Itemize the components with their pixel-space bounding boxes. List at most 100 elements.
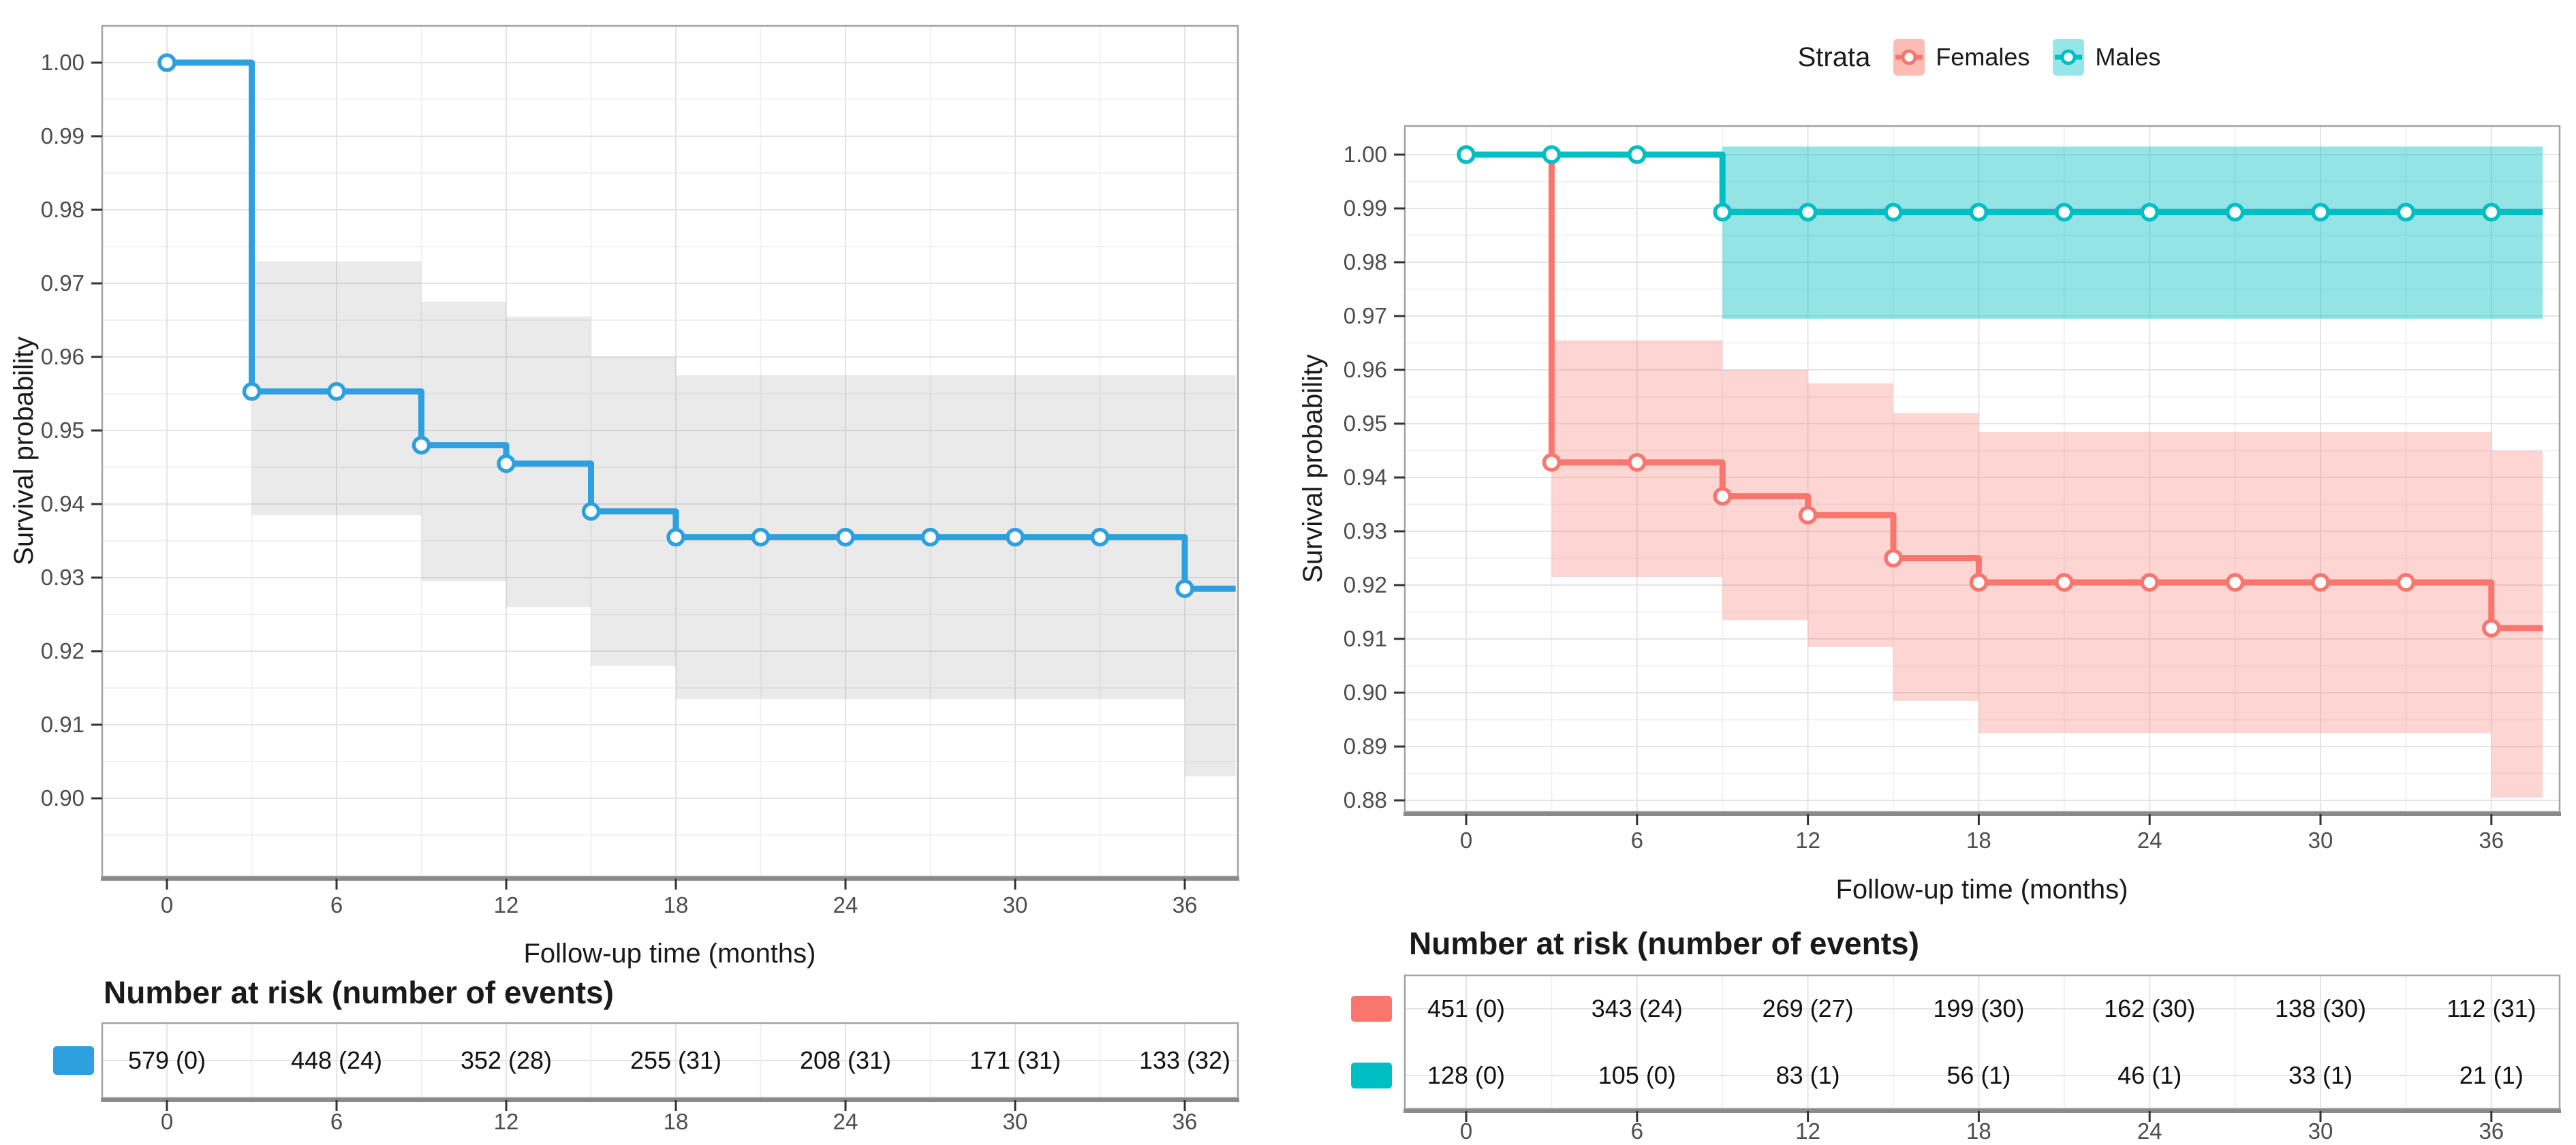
km-curve-males xyxy=(1466,151,2543,216)
right-y-axis-title: Survival probability xyxy=(1298,354,1328,583)
axes: 0 6 12 18 24 30 36 1.00 0.99 0.98 0.97 0.96 0.95 0.94… xyxy=(1344,142,2504,853)
risk-table-right: 451 (0) 343 (24) 269 (27) 199 (30) 162 (30) 1… xyxy=(1351,974,2561,1144)
tick-label: 0.96 xyxy=(41,344,84,369)
tick-label: 30 xyxy=(2308,828,2333,853)
tick-label: 24 xyxy=(833,892,858,917)
tick-label: 36 xyxy=(2479,1118,2504,1144)
tick-label: 46 (1) xyxy=(2117,1061,2182,1089)
plot-area xyxy=(157,53,1236,777)
tick-label: 105 (0) xyxy=(1598,1061,1676,1089)
tick-label: 448 (24) xyxy=(291,1046,382,1074)
tick-label: 112 (31) xyxy=(2447,994,2536,1022)
tick-label: 451 (0) xyxy=(1427,994,1505,1022)
gridlines xyxy=(102,26,1238,877)
tick-label: 18 xyxy=(1966,828,1991,853)
tick-label: 0.93 xyxy=(1344,518,1387,544)
legend-label-males: Males xyxy=(2095,43,2161,71)
risk-row-males: 128 (0) 105 (0) 83 (1) 56 (1) 46 (1) 33 (1) 21… xyxy=(1427,1061,2524,1089)
km-plot-right: 0 6 12 18 24 30 36 1.00 0.99 0.98 0.97 0.96 0.95 0.94… xyxy=(1344,125,2561,1144)
risk-row-swatch-males xyxy=(1351,1063,1392,1088)
tick-label: 0.90 xyxy=(1344,680,1387,705)
tick-label: 1.00 xyxy=(1344,142,1387,167)
tick-label: 18 xyxy=(664,892,689,917)
censor-markers-overall xyxy=(157,53,1194,598)
tick-label: 36 xyxy=(2479,828,2504,853)
legend-label-females: Females xyxy=(1936,43,2030,71)
plot-area xyxy=(1457,145,2543,798)
risk-row-females: 451 (0) 343 (24) 269 (27) 199 (30) 162 (30) 1… xyxy=(1427,994,2536,1022)
legend-entry-females: Females xyxy=(1893,39,2030,76)
right-risk-table-title: Number at risk (number of events) xyxy=(1409,926,1919,961)
tick-label: 18 xyxy=(664,1109,689,1134)
tick-label: 0.95 xyxy=(41,418,84,443)
panel-background xyxy=(102,26,1238,877)
tick-label: 24 xyxy=(833,1109,858,1134)
tick-label: 21 (1) xyxy=(2459,1061,2524,1089)
legend-title: Strata xyxy=(1797,42,1871,72)
tick-label: 579 (0) xyxy=(128,1046,206,1074)
ci-band-females xyxy=(1551,340,2543,798)
tick-label: 0.95 xyxy=(1344,411,1387,436)
tick-label: 0.98 xyxy=(41,197,84,222)
females-key-icon xyxy=(1893,39,1925,76)
tick-label: 0.92 xyxy=(41,638,84,663)
tick-label: 36 xyxy=(1173,1109,1198,1134)
risk-row-overall: 579 (0) 448 (24) 352 (28) 255 (31) 208 (31) 1… xyxy=(128,1046,1230,1074)
tick-label: 0.94 xyxy=(1344,465,1387,490)
ci-band-overall xyxy=(251,261,1236,777)
tick-label: 30 xyxy=(2308,1118,2333,1144)
tick-label: 269 (27) xyxy=(1763,994,1854,1022)
tick-label: 24 xyxy=(2137,1118,2162,1144)
tick-label: 199 (30) xyxy=(1933,994,2024,1022)
left-y-axis-title: Survival probability xyxy=(9,336,39,565)
risk-table-left: 579 (0) 448 (24) 352 (28) 255 (31) 208 (31) 1… xyxy=(53,1022,1239,1134)
km-plot-left: 0 6 12 18 24 30 36 1.00 0.99 0.98 0.97 0.96 0.95 0.94… xyxy=(41,25,1239,1134)
tick-label: 12 xyxy=(494,892,519,917)
tick-label: 0 xyxy=(161,1109,173,1134)
tick-label: 0 xyxy=(1460,828,1472,853)
axes: 0 6 12 18 24 30 36 1.00 0.99 0.98 0.97 0.96 0.95 0.94… xyxy=(41,50,1198,917)
males-key-icon xyxy=(2053,39,2085,76)
left-risk-table-title: Number at risk (number of events) xyxy=(104,975,614,1010)
tick-label: 0.90 xyxy=(41,785,84,811)
tick-label: 0.99 xyxy=(41,123,84,148)
tick-label: 255 (31) xyxy=(630,1046,721,1074)
tick-label: 0.88 xyxy=(1344,787,1387,813)
tick-label: 0 xyxy=(161,892,173,917)
tick-label: 0.94 xyxy=(41,491,84,516)
risk-row-swatch-females xyxy=(1351,996,1392,1022)
tick-label: 12 xyxy=(1795,828,1820,853)
tick-label: 83 (1) xyxy=(1776,1061,1840,1089)
legend-entry-males: Males xyxy=(2053,39,2160,76)
strata-legend: Strata Females Males xyxy=(1604,25,2354,90)
tick-label: 208 (31) xyxy=(800,1046,891,1074)
ci-band-males xyxy=(1722,146,2543,319)
tick-label: 33 (1) xyxy=(2288,1061,2353,1089)
tick-label: 30 xyxy=(1003,892,1028,917)
tick-label: 171 (31) xyxy=(969,1046,1061,1074)
tick-label: 0.98 xyxy=(1344,249,1387,275)
tick-label: 6 xyxy=(330,892,343,917)
tick-label: 36 xyxy=(1173,892,1198,917)
tick-label: 6 xyxy=(330,1109,343,1134)
tick-label: 0.93 xyxy=(41,565,84,590)
tick-label: 0.91 xyxy=(41,712,84,737)
tick-label: 30 xyxy=(1003,1109,1028,1134)
tick-label: 0.99 xyxy=(1344,195,1387,221)
right-x-axis-title: Follow-up time (months) xyxy=(1835,875,2128,905)
tick-label: 133 (32) xyxy=(1139,1046,1230,1074)
tick-label: 343 (24) xyxy=(1592,994,1683,1022)
tick-label: 6 xyxy=(1631,828,1643,853)
tick-label: 352 (28) xyxy=(461,1046,552,1074)
tick-label: 12 xyxy=(494,1109,519,1134)
tick-label: 162 (30) xyxy=(2104,994,2195,1022)
tick-label: 18 xyxy=(1966,1118,1991,1144)
censor-markers-males xyxy=(1457,145,2501,222)
tick-label: 0.91 xyxy=(1344,626,1387,651)
risk-row-swatch-overall xyxy=(53,1046,94,1075)
censor-markers-females xyxy=(1457,145,2501,638)
tick-label: 128 (0) xyxy=(1427,1061,1505,1089)
tick-label: 12 xyxy=(1795,1118,1820,1144)
